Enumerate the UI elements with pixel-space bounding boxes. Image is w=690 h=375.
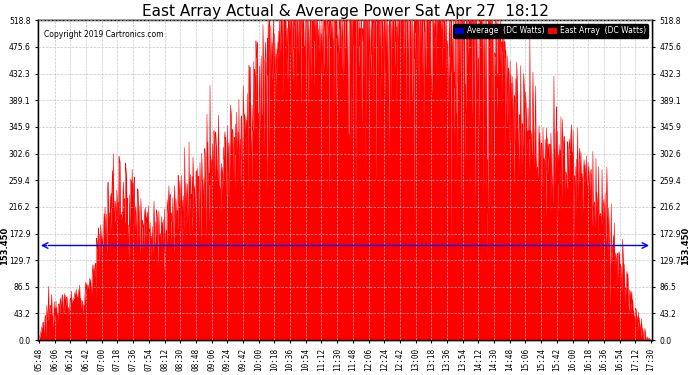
Legend: Average  (DC Watts), East Array  (DC Watts): Average (DC Watts), East Array (DC Watts… [453,24,648,38]
Title: East Array Actual & Average Power Sat Apr 27  18:12: East Array Actual & Average Power Sat Ap… [141,4,549,19]
Text: Copyright 2019 Cartronics.com: Copyright 2019 Cartronics.com [44,30,164,39]
Text: 153.450: 153.450 [0,226,9,265]
Text: 153.450: 153.450 [681,226,690,265]
